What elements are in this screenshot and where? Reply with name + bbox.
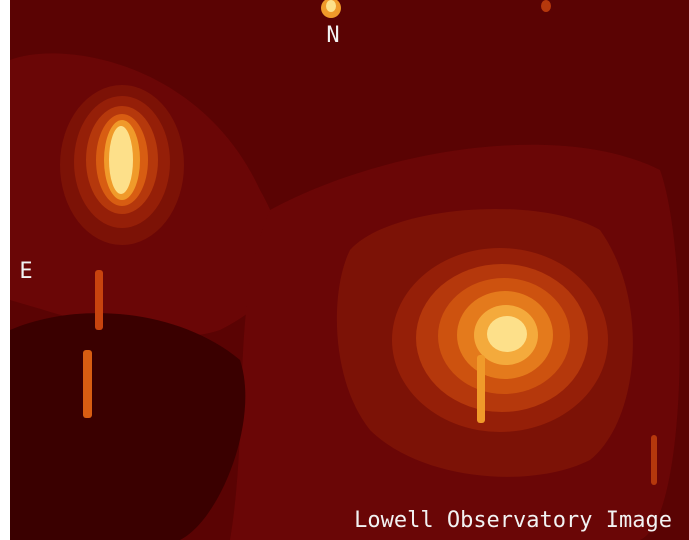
right-source <box>337 209 633 477</box>
observatory-image: N E Lowell Observatory Image <box>0 0 689 540</box>
page: N E Lowell Observatory Image (() => { co… <box>0 0 689 540</box>
east-label: E <box>19 259 32 284</box>
north-label: N <box>326 23 339 48</box>
left-source <box>60 85 184 245</box>
credit-label: Lowell Observatory Image <box>354 508 672 533</box>
dark-region <box>10 313 245 540</box>
